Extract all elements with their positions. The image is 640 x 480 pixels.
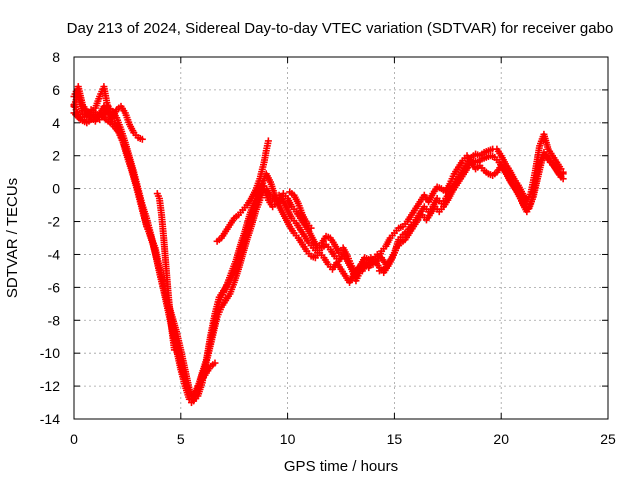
data-points (70, 83, 567, 407)
y-axis-title: SDTVAR / TECUs (4, 178, 21, 298)
data-point (307, 224, 315, 232)
data-point (138, 135, 146, 143)
y-tick-label: 0 (52, 181, 60, 197)
x-axis-title: GPS time / hours (284, 458, 398, 475)
data-point (170, 346, 178, 354)
x-tick-label: 0 (70, 431, 78, 447)
data-point (559, 175, 567, 183)
plot-frame (73, 56, 609, 420)
y-tick-label: 6 (52, 82, 60, 98)
y-tick-label: -4 (48, 246, 61, 262)
y-tick-label: 2 (52, 148, 60, 164)
y-tick-label: -8 (48, 312, 61, 328)
data-point (264, 137, 272, 145)
x-tick-label: 25 (600, 431, 616, 447)
x-tick-label: 20 (493, 431, 509, 447)
y-tick-label: -14 (40, 411, 60, 427)
y-tick-label: -12 (40, 378, 60, 394)
y-tick-label: -6 (48, 279, 61, 295)
y-tick-label: -2 (48, 214, 61, 230)
y-tick-label: 8 (52, 49, 60, 65)
x-tick-label: 5 (177, 431, 185, 447)
y-tick-label: 4 (52, 115, 60, 131)
y-tick-labels: -14 -12 -10 -8 -6 -4 -2 0 2 4 6 8 (40, 49, 60, 427)
x-tick-label: 10 (280, 431, 296, 447)
chart-title: Day 213 of 2024, Sidereal Day-to-day VTE… (67, 20, 614, 37)
data-point (211, 359, 219, 367)
x-tick-labels: 0 5 10 15 20 25 (70, 431, 616, 447)
y-tick-label: -10 (40, 345, 60, 361)
x-tick-label: 15 (387, 431, 403, 447)
data-point (388, 254, 396, 262)
